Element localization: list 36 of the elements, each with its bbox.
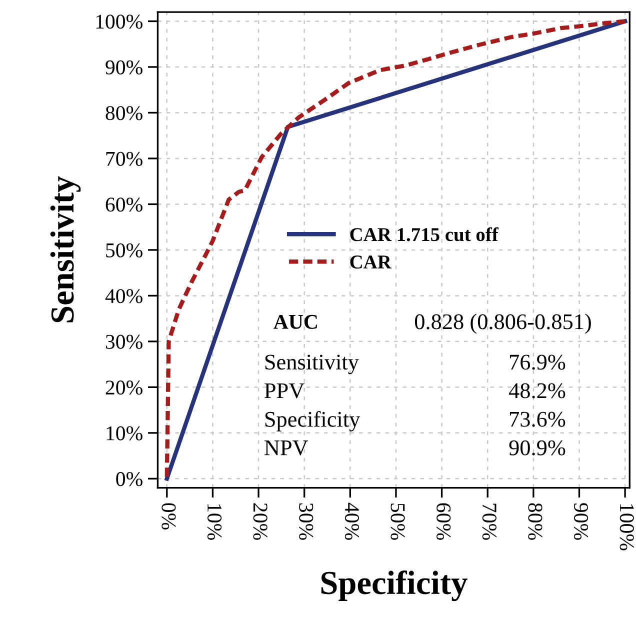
x-tick-label: 80% [528, 503, 542, 540]
x-tick-label: 0% [162, 503, 176, 530]
annotation: AUC [274, 314, 317, 329]
annotation: 73.6% [510, 412, 566, 427]
y-tick-label: 70% [106, 152, 142, 166]
x-tick-label: 90% [574, 503, 588, 540]
x-tick-label: 60% [436, 503, 451, 540]
annotation: PPV [264, 383, 304, 398]
y-tick-label: 40% [105, 289, 142, 304]
y-tick-label: 90% [106, 60, 142, 74]
legend-label: CAR [350, 256, 392, 269]
y-tick-label: 30% [106, 334, 142, 349]
x-tick-label: 70% [482, 504, 496, 540]
x-axis-title: Specificity [321, 570, 468, 602]
annotation: Sensitivity [265, 354, 359, 374]
y-tick-label: 20% [106, 380, 142, 395]
annotation: Specificity [265, 410, 360, 432]
x-tick-label: 30% [299, 503, 314, 540]
annotation: 48.2% [508, 383, 566, 398]
y-tick-label: 0% [116, 472, 142, 486]
annotation: 0.828 (0.806-0.851) [414, 314, 591, 334]
x-tick-label: 40% [344, 502, 360, 540]
y-tick-label: 100% [96, 14, 142, 29]
legend-label: CAR 1.715 cut off [350, 227, 499, 242]
x-tick-label: 10% [207, 504, 222, 540]
annotation: 90.9% [509, 440, 566, 456]
y-tick-label: 60% [106, 198, 142, 212]
x-tick-label: 100% [620, 504, 634, 550]
y-tick-label: 50% [106, 243, 142, 258]
y-tick-label: 80% [106, 106, 142, 120]
y-tick-label: 10% [106, 426, 142, 440]
annotation: NPV [264, 440, 308, 456]
y-axis-title: Sensitivity [50, 176, 81, 322]
x-tick-label: 50% [390, 504, 405, 540]
x-tick-label: 20% [253, 503, 268, 540]
annotation: 76.9% [510, 354, 566, 370]
